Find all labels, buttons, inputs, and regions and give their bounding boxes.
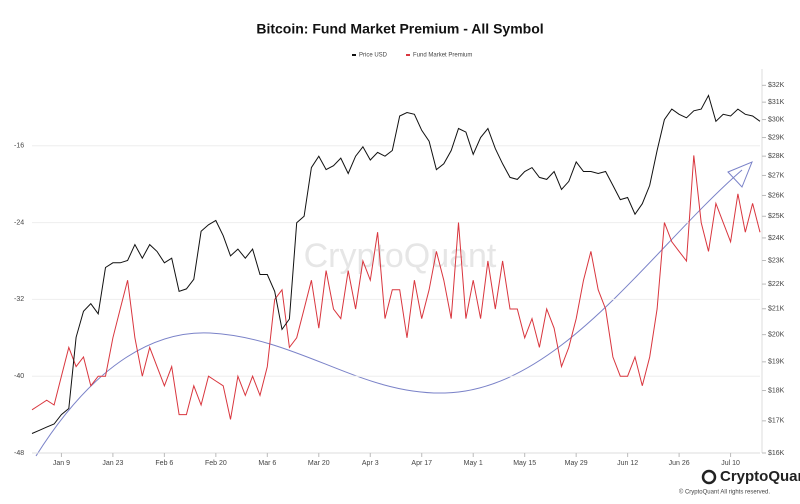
x-tick-label: Mar 6 [258,460,276,467]
y2-tick-label: $23K [768,257,785,264]
x-tick-label: Jul 10 [721,460,740,467]
x-tick-label: Jan 9 [53,460,70,467]
y2-tick-label: $25K [768,213,785,220]
y2-tick-label: $29K [768,134,785,141]
x-tick-label: Feb 6 [155,460,173,467]
legend-label: Price USD [359,53,388,59]
copyright: © CryptoQuant All rights reserved. [679,489,770,496]
x-tick-label: Mar 20 [308,460,330,467]
y2-tick-label: $27K [768,172,785,179]
y2-tick-label: $18K [768,387,785,394]
y2-tick-label: $28K [768,153,785,160]
y-tick-label: -24 [14,219,24,226]
y2-tick-label: $26K [768,192,785,199]
x-tick-label: May 29 [565,460,588,467]
x-tick-label: Jan 23 [102,460,123,467]
y2-tick-label: $19K [768,359,785,366]
y2-tick-label: $21K [768,306,785,313]
trend-curve [35,169,743,457]
y2-tick-label: $17K [768,418,785,425]
x-tick-label: Apr 3 [362,460,379,467]
series-line [31,155,761,420]
y2-tick-label: $22K [768,281,785,288]
y-tick-label: -40 [14,373,24,380]
y2-tick-label: $24K [768,235,785,242]
x-tick-label: Apr 17 [411,460,432,467]
y2-tick-label: $16K [768,450,785,457]
x-tick-label: May 1 [464,460,483,467]
y2-tick-label: $32K [768,82,785,89]
y2-tick-label: $31K [768,99,785,106]
y-tick-label: -16 [14,143,24,150]
y2-tick-label: $30K [768,116,785,123]
y-tick-label: -48 [14,450,24,457]
legend-label: Fund Market Premium [413,53,472,59]
chart-title: Bitcoin: Fund Market Premium - All Symbo… [256,21,543,37]
series-line [31,94,761,434]
brand: CryptoQuant [720,468,800,485]
y-tick-label: -32 [14,296,24,303]
trend-arrowhead [727,161,753,188]
x-tick-label: Jun 26 [669,460,690,467]
brand-icon [701,469,717,485]
x-tick-label: Jun 12 [617,460,638,467]
x-tick-label: Feb 20 [205,460,227,467]
x-tick-label: May 15 [513,460,536,467]
watermark: CryptoQuant [304,237,497,275]
y2-tick-label: $20K [768,331,785,338]
